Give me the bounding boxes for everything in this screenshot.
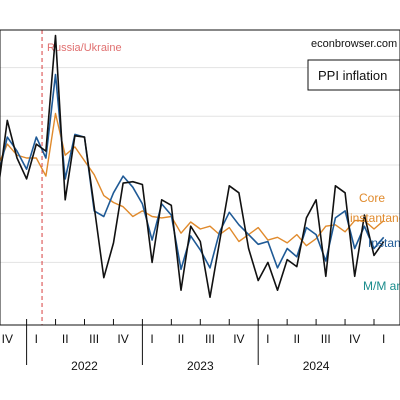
quarter-label: I: [266, 332, 269, 346]
plot-frame: [0, 29, 400, 326]
quarter-label: IV: [117, 332, 128, 346]
quarter-label: IV: [349, 332, 360, 346]
russia-ukraine-label: Russia/Ukraine: [47, 42, 122, 54]
chart-title: PPI inflation: [318, 68, 387, 83]
legend: econbrowser.com PPI inflation: [307, 38, 400, 91]
x-axis: IVIIIIIIIVIIIIIIIVIIIIIIIVIIIIII21202220…: [2, 319, 385, 373]
quarter-label: I: [382, 332, 385, 346]
series-label-core-line2: instantaneous: [350, 211, 400, 225]
series-lines: [0, 34, 385, 299]
year-label: 2024: [303, 359, 330, 373]
title-box: [307, 59, 400, 91]
quarter-label: I: [150, 332, 153, 346]
quarter-label: III: [205, 332, 215, 346]
core-instantaneous-line: [0, 112, 385, 247]
quarter-label: IV: [233, 332, 244, 346]
series-label-2: M/M annualized: [363, 279, 400, 293]
quarter-label: II: [293, 332, 300, 346]
source-text: econbrowser.com: [311, 38, 397, 50]
year-label: 2022: [71, 359, 98, 373]
series-label-core-line1: Core: [359, 191, 385, 205]
instantaneous-line: [0, 73, 385, 271]
quarter-label: II: [62, 332, 69, 346]
year-label: 2023: [187, 359, 214, 373]
series-labels: Core instantaneous Instantaneous M/M annual…: [350, 191, 400, 293]
event-annotation: Russia/Ukraine: [41, 30, 122, 325]
quarter-label: III: [89, 332, 99, 346]
mm-annualized-line: [0, 34, 385, 299]
quarter-label: II: [178, 332, 185, 346]
series-label-1: Instantaneous: [368, 236, 400, 250]
quarter-label: III: [321, 332, 331, 346]
quarter-label: IV: [2, 332, 13, 346]
quarter-label: I: [35, 332, 38, 346]
